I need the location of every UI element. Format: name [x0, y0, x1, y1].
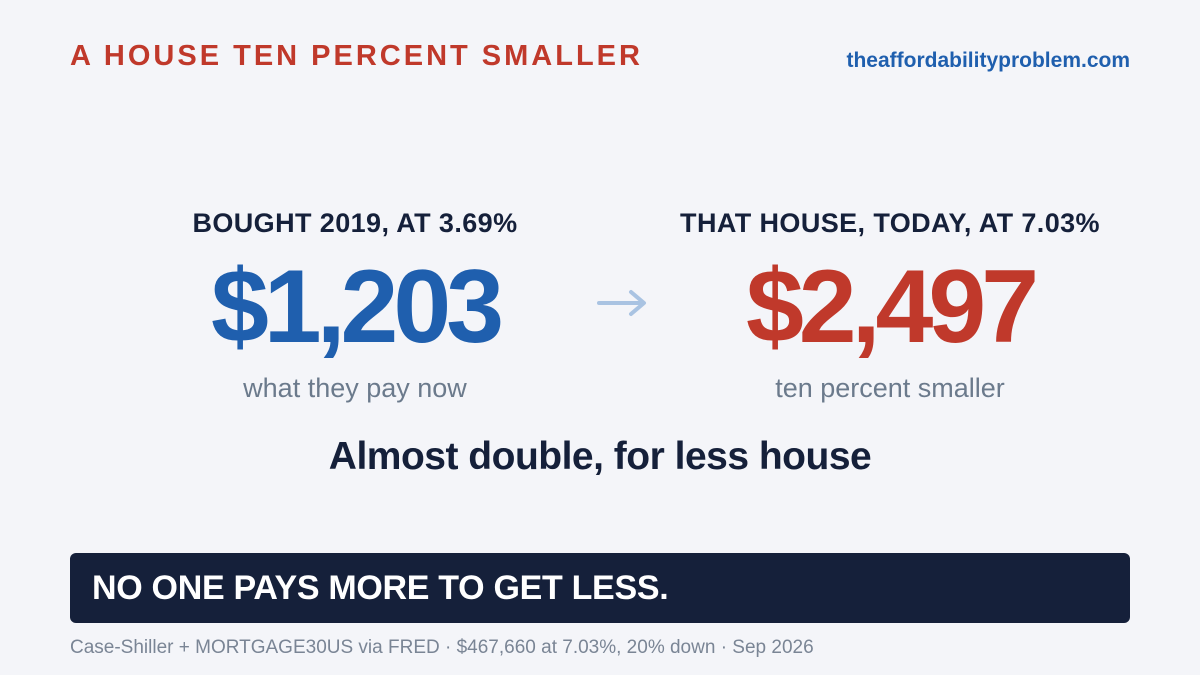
left-comparison: BOUGHT 2019, AT 3.69% $1,203 what they p… [105, 205, 605, 405]
left-value: $1,203 [210, 249, 504, 365]
bottom-banner: NO ONE PAYS MORE TO GET LESS. [70, 553, 1130, 623]
left-label: BOUGHT 2019, AT 3.69% [192, 208, 518, 238]
banner-text: NO ONE PAYS MORE TO GET LESS. [92, 568, 669, 607]
source-note: Case-Shiller + MORTGAGE30US via FRED · $… [70, 637, 814, 658]
right-caption: ten percent smaller [775, 373, 1005, 403]
site-link[interactable]: theaffordabilityproblem.com [846, 49, 1130, 72]
headline: Almost double, for less house [328, 435, 872, 478]
arrow-right-icon [597, 290, 646, 316]
right-label: THAT HOUSE, TODAY, AT 7.03% [680, 208, 1100, 238]
right-value: $2,497 [745, 249, 1039, 365]
left-caption: what they pay now [243, 373, 467, 403]
right-comparison: THAT HOUSE, TODAY, AT 7.03% $2,497 ten p… [640, 205, 1140, 405]
kicker-title: A HOUSE TEN PERCENT SMALLER [70, 40, 643, 72]
